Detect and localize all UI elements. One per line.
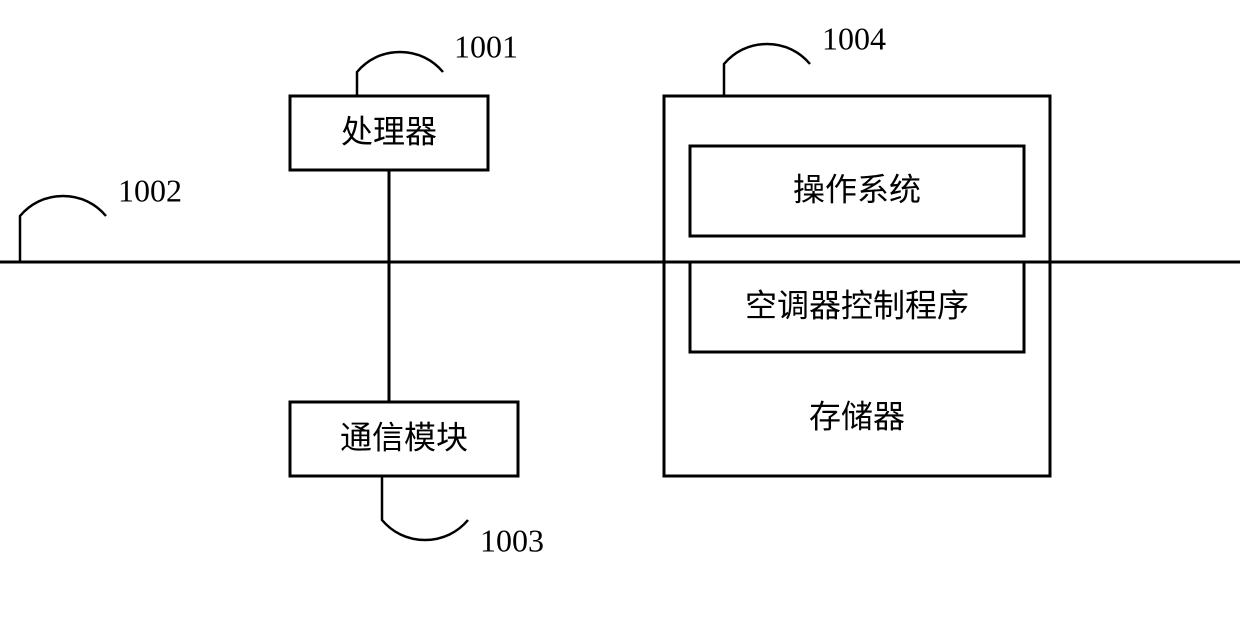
memory-app-label: 空调器控制程序	[745, 287, 969, 323]
node-comm: 通信模块	[290, 262, 518, 476]
ref-1003: 1003	[480, 522, 544, 558]
leader-1001: 1001	[357, 28, 518, 96]
block-diagram: 处理器 通信模块 操作系统 空调器控制程序 存储器 1001 1002 1003…	[0, 0, 1240, 629]
leader-1002: 1002	[20, 172, 182, 262]
ref-1001: 1001	[454, 28, 518, 64]
leader-1004: 1004	[724, 20, 886, 96]
node-memory: 操作系统 空调器控制程序 存储器	[664, 96, 1050, 476]
comm-label: 通信模块	[340, 419, 468, 455]
processor-label: 处理器	[341, 113, 437, 149]
ref-1004: 1004	[822, 20, 886, 56]
node-processor: 处理器	[290, 96, 488, 262]
memory-label: 存储器	[809, 398, 905, 434]
leader-1003: 1003	[382, 476, 544, 558]
memory-os-label: 操作系统	[793, 171, 921, 207]
ref-1002: 1002	[118, 172, 182, 208]
